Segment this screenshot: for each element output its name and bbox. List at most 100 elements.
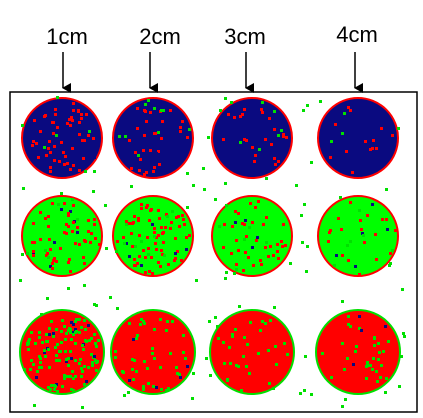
speckle xyxy=(184,357,187,360)
speckle xyxy=(341,342,344,345)
speckle xyxy=(394,229,397,232)
speckle xyxy=(128,222,131,225)
speckle xyxy=(345,150,348,153)
speckle xyxy=(242,269,245,272)
speckle xyxy=(264,138,267,141)
noise xyxy=(57,203,60,206)
noise xyxy=(305,270,308,273)
noise xyxy=(295,184,298,187)
speckle xyxy=(63,377,66,380)
speckle xyxy=(385,218,388,221)
speckle xyxy=(358,315,361,318)
speckle xyxy=(373,337,376,340)
speckle xyxy=(371,203,374,206)
speckle xyxy=(65,232,68,235)
speckle xyxy=(377,342,380,345)
speckle xyxy=(93,333,96,336)
speckle xyxy=(142,149,145,152)
speckle xyxy=(282,135,285,138)
speckle xyxy=(146,204,149,207)
speckle xyxy=(39,238,42,241)
speckle xyxy=(138,255,141,258)
speckle xyxy=(142,249,145,252)
speckle xyxy=(165,329,168,332)
noise xyxy=(277,134,280,137)
speckle xyxy=(147,382,150,385)
speckle xyxy=(63,202,66,205)
speckle xyxy=(97,339,100,342)
noise xyxy=(218,225,221,228)
speckle xyxy=(252,264,255,267)
noise xyxy=(306,104,309,107)
speckle xyxy=(226,379,229,382)
noise xyxy=(207,136,210,139)
speckle xyxy=(91,364,94,367)
speckle xyxy=(260,108,263,111)
speckle xyxy=(82,348,85,351)
speckle xyxy=(169,227,172,230)
noise xyxy=(195,279,198,282)
speckle xyxy=(50,320,53,323)
speckle xyxy=(273,128,276,131)
speckle xyxy=(94,237,97,240)
speckle xyxy=(274,163,277,166)
speckle xyxy=(53,384,56,387)
speckle xyxy=(52,259,55,262)
noise xyxy=(208,320,211,323)
speckle xyxy=(137,217,140,220)
speckle xyxy=(147,247,150,250)
noise xyxy=(104,204,107,207)
noise xyxy=(95,304,98,307)
noise xyxy=(153,235,156,238)
speckle xyxy=(251,246,254,249)
noise xyxy=(378,351,381,354)
speckle xyxy=(32,363,35,366)
speckle xyxy=(145,120,148,123)
noise xyxy=(265,241,268,244)
noise xyxy=(275,363,278,366)
speckle xyxy=(182,218,185,221)
speckle xyxy=(55,359,58,362)
speckle xyxy=(83,239,86,242)
speckle xyxy=(85,130,88,133)
noise xyxy=(304,355,307,358)
noise xyxy=(182,334,185,337)
noise xyxy=(130,185,133,188)
speckle xyxy=(76,226,79,229)
speckle xyxy=(85,380,88,383)
noise xyxy=(33,404,36,407)
speckle xyxy=(144,256,147,259)
speckle xyxy=(44,355,47,358)
speckle xyxy=(72,102,75,105)
speckle xyxy=(153,357,156,360)
speckle xyxy=(217,337,220,340)
noise xyxy=(391,249,394,252)
speckle xyxy=(153,132,156,135)
noise xyxy=(273,110,276,113)
noise xyxy=(26,252,29,255)
speckle xyxy=(63,374,66,377)
noise xyxy=(163,254,166,257)
speckle xyxy=(138,234,141,237)
speckle xyxy=(116,240,119,243)
noise xyxy=(165,389,168,392)
speckle xyxy=(61,385,64,388)
speckle xyxy=(72,221,75,224)
speckle xyxy=(35,376,38,379)
speckle xyxy=(133,215,136,218)
noise xyxy=(147,253,150,256)
noise xyxy=(202,167,205,170)
speckle xyxy=(152,385,155,388)
speckle xyxy=(87,366,90,369)
speckle xyxy=(80,113,83,116)
speckle xyxy=(81,370,84,373)
speckle xyxy=(39,361,42,364)
speckle xyxy=(27,340,30,343)
speckle xyxy=(347,106,350,109)
noise xyxy=(321,352,324,355)
speckle xyxy=(93,223,96,226)
speckle xyxy=(237,212,240,215)
speckle xyxy=(261,320,264,323)
speckle xyxy=(51,267,54,270)
noise xyxy=(280,129,283,132)
